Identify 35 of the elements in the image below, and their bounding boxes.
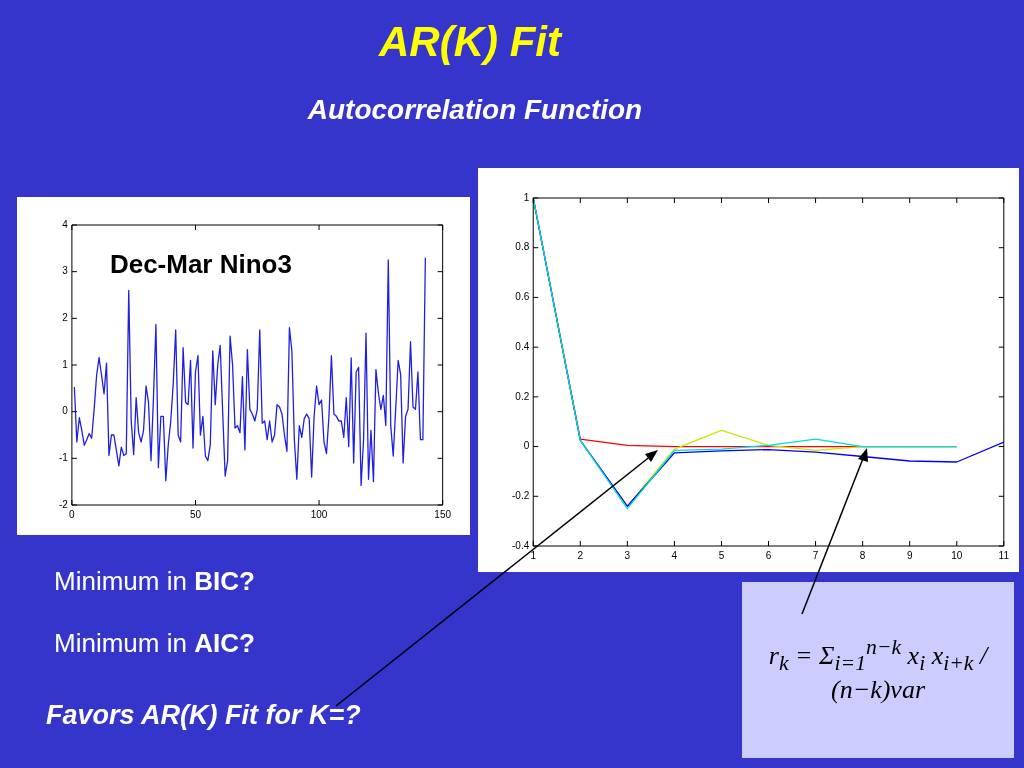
y-tick-label: 0.2 xyxy=(515,390,530,402)
y-tick-label: -2 xyxy=(58,498,69,510)
y-tick-label: -1 xyxy=(58,452,69,464)
chart-title: AR(K) Fit xyxy=(377,18,564,66)
y-tick-label: 0.8 xyxy=(515,241,530,253)
y-tick-label: 4 xyxy=(62,218,69,230)
x-tick-label: 6 xyxy=(765,549,772,561)
x-tick-label: 100 xyxy=(310,508,328,520)
x-tick-label: 10 xyxy=(951,549,963,561)
y-tick-label: 0 xyxy=(62,405,69,417)
y-tick-label: -0.4 xyxy=(512,539,530,551)
x-tick-label: 5 xyxy=(718,549,725,561)
x-tick-label: 9 xyxy=(906,549,913,561)
y-tick-label: -0.2 xyxy=(512,490,530,502)
x-tick-label: 50 xyxy=(189,508,202,520)
text: Minimum in BIC? xyxy=(54,566,255,597)
x-tick-label: 4 xyxy=(671,549,678,561)
y-tick-label: 3 xyxy=(62,265,69,277)
text: Minimum in AIC? xyxy=(54,628,255,659)
y-tick-label: 2 xyxy=(62,312,69,324)
y-tick-label: 1 xyxy=(62,358,69,370)
y-tick-label: 0.6 xyxy=(515,291,530,303)
x-tick-label: 3 xyxy=(624,549,631,561)
x-tick-label: 7 xyxy=(812,549,819,561)
y-tick-label: 0 xyxy=(523,440,530,452)
x-tick-label: 150 xyxy=(434,508,452,520)
y-tick-label: 1 xyxy=(523,191,530,203)
x-tick-label: 2 xyxy=(577,549,584,561)
chart-subtitle: Autocorrelation Function xyxy=(306,94,644,126)
x-tick-label: 11 xyxy=(998,549,1010,561)
y-tick-label: 0.4 xyxy=(515,340,530,352)
text: Dec-Mar Nino3 xyxy=(109,249,292,280)
text: Favors AR(K) Fit for K=? xyxy=(46,700,361,731)
text: r$_{k}$ = Σ$_{i=1}$$^{n−k}$ x$_{i}$ x$_{i+k}$ / (n−k)var xyxy=(768,634,988,705)
x-tick-label: 8 xyxy=(859,549,866,561)
